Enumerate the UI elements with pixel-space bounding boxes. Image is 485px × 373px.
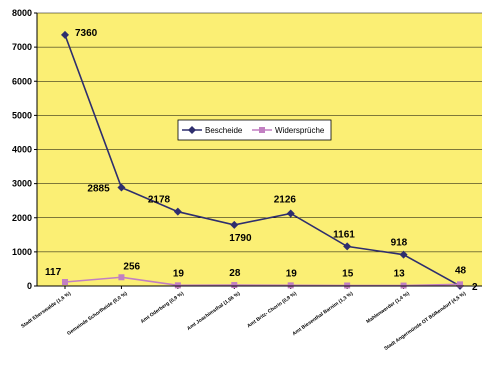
gridlines: [37, 12, 482, 253]
widersprueche-point: [174, 282, 181, 289]
widersprueche-point: [344, 282, 351, 289]
legend-bescheide-label: Bescheide: [205, 126, 243, 135]
widersprueche-data-label: 28: [229, 268, 241, 279]
y-tick-label: 6000: [12, 76, 32, 86]
y-tick-label: 8000: [12, 8, 32, 18]
x-tick-label: Mahlenwerder (1,4 %): [365, 291, 411, 325]
widersprueche-data-label: 19: [286, 268, 298, 279]
y-tick-label: 4000: [12, 145, 32, 155]
bescheide-data-label: 1790: [229, 233, 252, 244]
y-tick-label: 1000: [12, 247, 32, 257]
widersprueche-data-label: 13: [394, 269, 406, 280]
y-tick-label: 2000: [12, 213, 32, 223]
bescheide-data-label: 2126: [274, 194, 297, 205]
bescheide-data-label: 918: [391, 238, 408, 249]
widersprueche-point: [231, 282, 238, 289]
legend-widersprueche-label: Widersprüche: [275, 126, 325, 135]
bescheide-data-label: 1161: [333, 229, 355, 240]
x-axis-categories: Stadt Eberswalde (1,6 %)Gemeinde Schorfh…: [20, 286, 467, 352]
widersprueche-point: [287, 282, 294, 289]
widersprueche-point: [457, 281, 463, 288]
data-labels: 7360 2885 2178 1790 2126 1161 918 2 117 256 19 28 19…: [45, 28, 478, 293]
series-line-bescheide: [64, 34, 461, 287]
y-axis-ticks: 0 1000 2000 3000 4000 5000 6000 7000 8000: [12, 8, 37, 291]
y-tick-label: 7000: [12, 42, 32, 52]
bescheide-point: [61, 30, 69, 39]
x-tick-label: Amt Britz- Chorin (0,9 %): [246, 291, 298, 330]
bescheide-point: [343, 242, 352, 251]
y-tick-label: 5000: [12, 110, 32, 120]
bescheide-point: [286, 209, 295, 218]
x-tick-label: Gemeinde Schorfheide (6,0 %): [66, 291, 129, 337]
widersprueche-data-label: 15: [342, 268, 354, 279]
widersprueche-data-label: 19: [173, 268, 185, 279]
y-tick-label: 3000: [12, 179, 32, 189]
legend-widersprueche-marker: [259, 127, 265, 133]
widersprueche-data-label: 256: [123, 261, 140, 272]
bescheide-point: [230, 220, 239, 229]
bescheide-data-label: 2178: [148, 195, 171, 206]
widersprueche-point: [62, 279, 68, 286]
y-tick-label: 0: [27, 281, 32, 291]
widersprueche-data-label: 117: [45, 267, 62, 278]
bescheide-data-label: 2885: [87, 184, 110, 195]
bescheide-point: [117, 183, 126, 192]
legend: Bescheide Widersprüche: [177, 119, 332, 141]
x-tick-label: Amt Oderberg (0,9 %): [140, 291, 186, 325]
legend-bescheide-marker: [188, 126, 196, 134]
x-tick-label: Stadt Eberswalde (1,6 %): [20, 291, 72, 330]
bescheide-data-label: 2: [472, 282, 478, 293]
x-tick-label: Amt Joachimsthal (1,56 %): [186, 291, 242, 332]
bescheide-point: [399, 250, 408, 259]
x-tick-label: Amt Biesenthal Barnim (1,3 %): [291, 291, 354, 338]
bescheide-point: [173, 207, 182, 216]
bescheide-data-label: 7360: [75, 28, 98, 39]
widersprueche-point: [118, 274, 125, 281]
widersprueche-data-label: 48: [455, 265, 467, 276]
